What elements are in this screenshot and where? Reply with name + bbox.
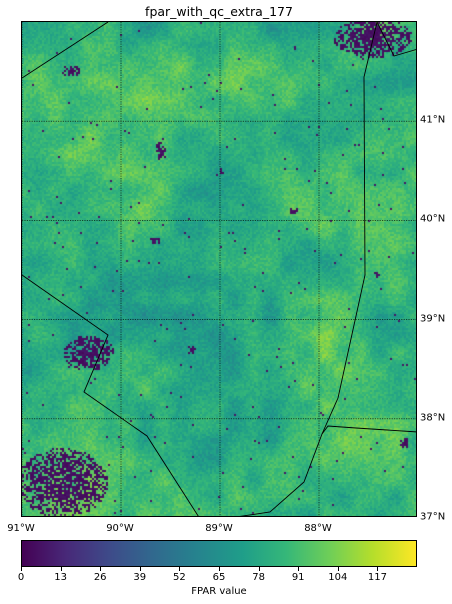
state-borders [22,22,416,516]
lat-label: 41°N [420,114,446,126]
colorbar-tick-label: 52 [173,572,186,583]
colorbar-tick-mark [100,567,102,571]
state-border [376,22,416,57]
colorbar-tick-mark [60,567,62,571]
colorbar-tick-mark [21,567,22,571]
colorbar-tick-label: 104 [328,572,348,583]
lon-label: 90°W [106,523,134,534]
lat-label: 38°N [420,412,446,424]
colorbar-tick-label: 39 [133,572,147,583]
figure-title: fpar_with_qc_extra_177 [145,4,293,19]
colorbar-tick-label: 78 [252,572,265,583]
lat-label: 40°N [420,213,446,225]
colorbar-tick-mark [258,567,260,571]
gridlines [22,22,416,516]
colorbar-tick-label: 117 [367,572,387,583]
colorbar-tick-label: 0 [17,572,25,583]
colorbar-tick-mark [298,567,300,571]
state-border [321,425,416,435]
lon-label: 89°W [205,523,233,534]
state-border [239,22,378,516]
colorbar [21,540,417,567]
colorbar-tick-label: 91 [291,572,305,583]
lon-label: 91°W [7,523,35,534]
colorbar-tick-label: 13 [54,572,67,583]
colorbar-tick-mark [377,567,379,571]
map-panel [21,21,417,517]
colorbar-tick-mark [219,567,220,571]
state-border [22,274,199,516]
colorbar-tick-label: 26 [93,572,107,583]
colorbar-tick-mark [337,567,339,571]
lon-label: 88°W [304,523,332,534]
colorbar-label: FPAR value [191,586,247,597]
map-overlay [22,22,416,516]
lat-label: 39°N [420,313,446,325]
colorbar-tick-mark [179,567,181,571]
colorbar-tick-label: 65 [212,572,226,583]
lat-label: 37°N [420,511,446,523]
state-border [22,22,109,79]
fpar-raster [22,22,416,516]
colorbar-tick-mark [139,567,141,571]
